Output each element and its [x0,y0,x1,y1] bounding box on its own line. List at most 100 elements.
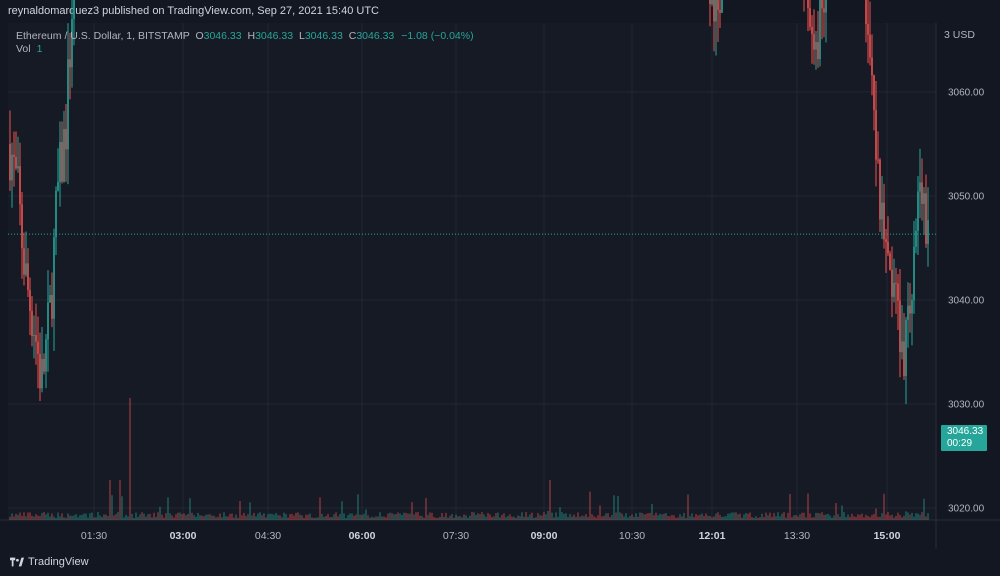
volume-bar [107,516,109,520]
volume-bar [115,514,117,520]
volume-bar [669,516,671,520]
volume-bar [683,512,685,520]
volume-bar [317,517,319,520]
volume-bar [659,513,661,520]
volume-bar [143,513,145,520]
volume-bar [717,512,719,520]
volume-bar [349,513,351,520]
volume-bar [181,514,183,520]
volume-bar [597,515,599,520]
volume-bar [745,513,747,520]
volume-bar [73,515,75,520]
candle-body [715,0,717,22]
volume-bar [573,514,575,520]
candle-body [865,0,867,25]
volume-bar [705,513,707,520]
volume-bar [733,512,735,520]
volume-bar [707,515,709,520]
candle-body [901,341,903,353]
volume-bar [575,516,577,520]
volume-bar [523,516,525,520]
volume-bar [719,515,721,520]
candle-body [915,230,917,247]
volume-bar [241,515,243,520]
volume-bar [459,516,461,520]
candle-body [23,248,25,275]
candle-body [27,263,29,290]
bar-countdown: 00:29 [947,438,973,449]
volume-bar [815,512,817,520]
volume-bar [419,515,421,520]
volume-bar [177,512,179,520]
volume-bar [119,480,121,520]
volume-bar [205,514,207,520]
volume-bar [93,517,95,520]
volume-bar [361,514,363,520]
currency-label[interactable]: 3 USD [944,29,975,41]
candle-body [911,300,913,314]
volume-bar [595,517,597,520]
low-label: L [298,30,305,42]
volume-bar [889,515,891,520]
volume-bar [375,516,377,520]
volume-bar [91,512,93,520]
volume-bar [225,516,227,520]
volume-bar [371,516,373,520]
volume-bar [729,513,731,520]
x-tick-label: 15:00 [874,530,901,542]
volume-bar [185,515,187,520]
volume-bar [405,512,407,520]
volume-bar [251,515,253,520]
volume-bar [525,512,527,520]
volume-bar [839,516,841,520]
volume-bar [99,515,101,520]
volume-bar [509,514,511,520]
volume-bar [307,514,309,520]
volume-bar [35,514,37,520]
volume-bar [591,514,593,520]
volume-bar [565,513,567,520]
volume-bar [65,517,67,520]
volume-bar [643,514,645,520]
volume-bar [841,505,843,520]
volume-bar [367,515,369,520]
volume-bar [773,513,775,520]
volume-bar [355,514,357,520]
volume-bar [809,513,811,520]
volume-bar [507,515,509,520]
volume-bar [195,516,197,520]
open-value: 3046.33 [203,30,242,42]
volume-bar [203,516,205,520]
volume-bar [879,516,881,520]
volume-bar [663,513,665,520]
candle-body [817,42,819,60]
volume-bar [651,504,653,520]
volume-bar [123,517,125,520]
volume-bar [201,515,203,520]
candle-body [21,204,23,249]
volume-bar [747,513,749,520]
volume-bar [709,515,711,520]
volume-bar [183,513,185,520]
tradingview-logo[interactable]: TradingView [10,556,89,568]
volume-bar [623,516,625,520]
volume-bar [301,515,303,520]
volume-bar [831,517,833,520]
volume-bar [593,516,595,520]
volume-bar [621,513,623,520]
volume-bar [611,515,613,520]
volume-bar [447,517,449,520]
volume-bar [227,516,229,520]
volume-bar [219,513,221,520]
volume-bar [517,515,519,520]
volume-bar [433,517,435,520]
volume-bar [409,513,411,520]
volume-bar [605,513,607,520]
volume-bar [825,514,827,520]
volume-bar [199,515,201,520]
volume-bar [771,516,773,520]
chart-pane[interactable]: 3020.003030.003040.003050.003060.003070.… [0,0,1000,549]
volume-bar [197,512,199,520]
volume-bar [237,517,239,520]
